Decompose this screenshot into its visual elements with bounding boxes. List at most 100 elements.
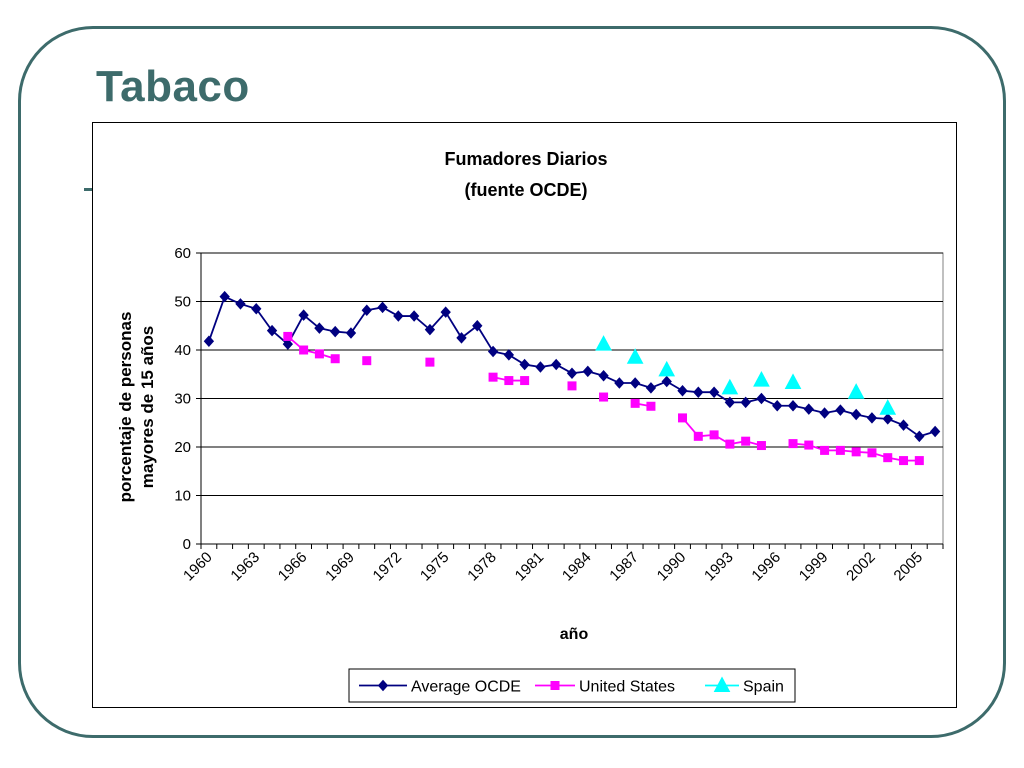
data-point xyxy=(266,324,278,337)
legend-label: Spain xyxy=(743,679,784,696)
data-point xyxy=(708,386,720,398)
y-tick-label: 20 xyxy=(174,439,191,456)
data-point xyxy=(598,369,609,382)
data-point xyxy=(582,365,593,378)
series-average-ocde xyxy=(203,290,941,443)
plot-area: 0 10 20 30 40 50 60 1960 1963 1966 1969 1972 1975 197… xyxy=(174,245,944,585)
x-tick-label: 1975 xyxy=(417,549,453,585)
data-point xyxy=(645,382,657,394)
legend-marker xyxy=(377,679,389,692)
legend-label: Average OCDE xyxy=(411,679,521,696)
data-point xyxy=(661,375,672,388)
x-tick-label: 1963 xyxy=(227,549,263,585)
data-point xyxy=(235,298,246,310)
data-point xyxy=(721,378,739,395)
data-point xyxy=(487,345,499,358)
data-point xyxy=(835,445,845,455)
data-point xyxy=(898,419,909,431)
data-point xyxy=(298,309,309,321)
legend: Average OCDE United States Spain xyxy=(348,668,796,703)
chart-title: Fumadores Diarios xyxy=(444,149,607,169)
slide-title: Tabaco xyxy=(96,62,250,111)
x-tick-label: 1960 xyxy=(180,549,216,585)
data-point xyxy=(424,323,436,336)
data-point xyxy=(740,396,751,409)
x-tick-label: 1972 xyxy=(370,549,406,585)
data-point xyxy=(803,403,814,415)
series-united-states xyxy=(283,331,924,466)
data-point xyxy=(787,400,799,412)
data-point xyxy=(788,439,798,449)
data-point xyxy=(408,310,420,322)
data-point xyxy=(203,335,215,348)
data-point xyxy=(362,356,372,366)
legend-label: United States xyxy=(579,679,675,696)
data-point xyxy=(899,456,909,466)
data-point xyxy=(599,392,609,402)
data-point xyxy=(677,384,688,397)
data-point xyxy=(867,448,877,458)
data-point xyxy=(883,453,893,463)
y-tick-label: 30 xyxy=(174,391,191,408)
y-tick-label: 0 xyxy=(183,536,191,553)
data-point xyxy=(361,304,372,316)
data-point xyxy=(519,358,530,371)
data-point xyxy=(282,338,294,350)
series-line xyxy=(208,296,226,342)
data-point xyxy=(879,399,897,415)
x-tick-label: 1996 xyxy=(748,549,784,585)
data-point xyxy=(658,360,676,377)
data-point xyxy=(393,310,404,322)
series-line xyxy=(429,311,447,331)
chart-subtitle: (fuente OCDE) xyxy=(465,180,588,200)
series-line xyxy=(444,311,463,339)
data-point xyxy=(520,376,530,386)
data-point xyxy=(314,349,324,359)
data-point xyxy=(835,404,846,416)
data-point xyxy=(425,357,435,367)
y-axis-label-line2: mayores de 15 años xyxy=(138,326,157,489)
series-line xyxy=(476,325,494,352)
data-point xyxy=(646,401,656,411)
x-tick-label: 1969 xyxy=(322,549,358,585)
data-point xyxy=(693,431,703,441)
legend-item: Average OCDE xyxy=(359,679,521,696)
series-line xyxy=(350,309,368,334)
data-point xyxy=(693,386,704,398)
y-axis-label-line1: porcentaje de personas xyxy=(116,312,135,503)
data-point xyxy=(753,371,770,387)
x-tick-label: 1999 xyxy=(796,549,832,585)
title-rule xyxy=(84,188,94,191)
data-point xyxy=(299,345,309,355)
y-tick-label: 60 xyxy=(174,245,191,262)
data-point xyxy=(820,445,830,455)
data-point xyxy=(566,367,578,380)
series-spain xyxy=(595,335,897,415)
x-tick-label: 1993 xyxy=(701,549,737,585)
data-point xyxy=(929,425,941,438)
data-point xyxy=(678,413,688,423)
chart-container: Fumadores Diarios (fuente OCDE) porcenta… xyxy=(92,122,957,708)
data-point xyxy=(595,335,612,351)
data-point xyxy=(330,325,341,338)
data-point xyxy=(629,377,641,389)
data-point xyxy=(914,430,925,443)
data-point xyxy=(709,430,719,440)
data-point xyxy=(283,331,293,341)
data-point xyxy=(551,358,562,371)
data-point xyxy=(756,392,767,405)
x-axis-label: año xyxy=(560,626,589,643)
x-tick-label: 1978 xyxy=(464,549,500,585)
data-point xyxy=(819,407,830,419)
data-point xyxy=(567,381,577,391)
data-point xyxy=(504,376,514,386)
y-tick-label: 40 xyxy=(174,342,191,359)
data-point xyxy=(804,440,814,450)
data-point xyxy=(377,301,388,314)
data-point xyxy=(472,320,483,332)
series-line xyxy=(255,308,273,332)
data-point xyxy=(882,413,893,425)
x-tick-label: 1984 xyxy=(559,549,595,585)
data-point xyxy=(503,349,515,361)
data-point xyxy=(456,332,467,344)
